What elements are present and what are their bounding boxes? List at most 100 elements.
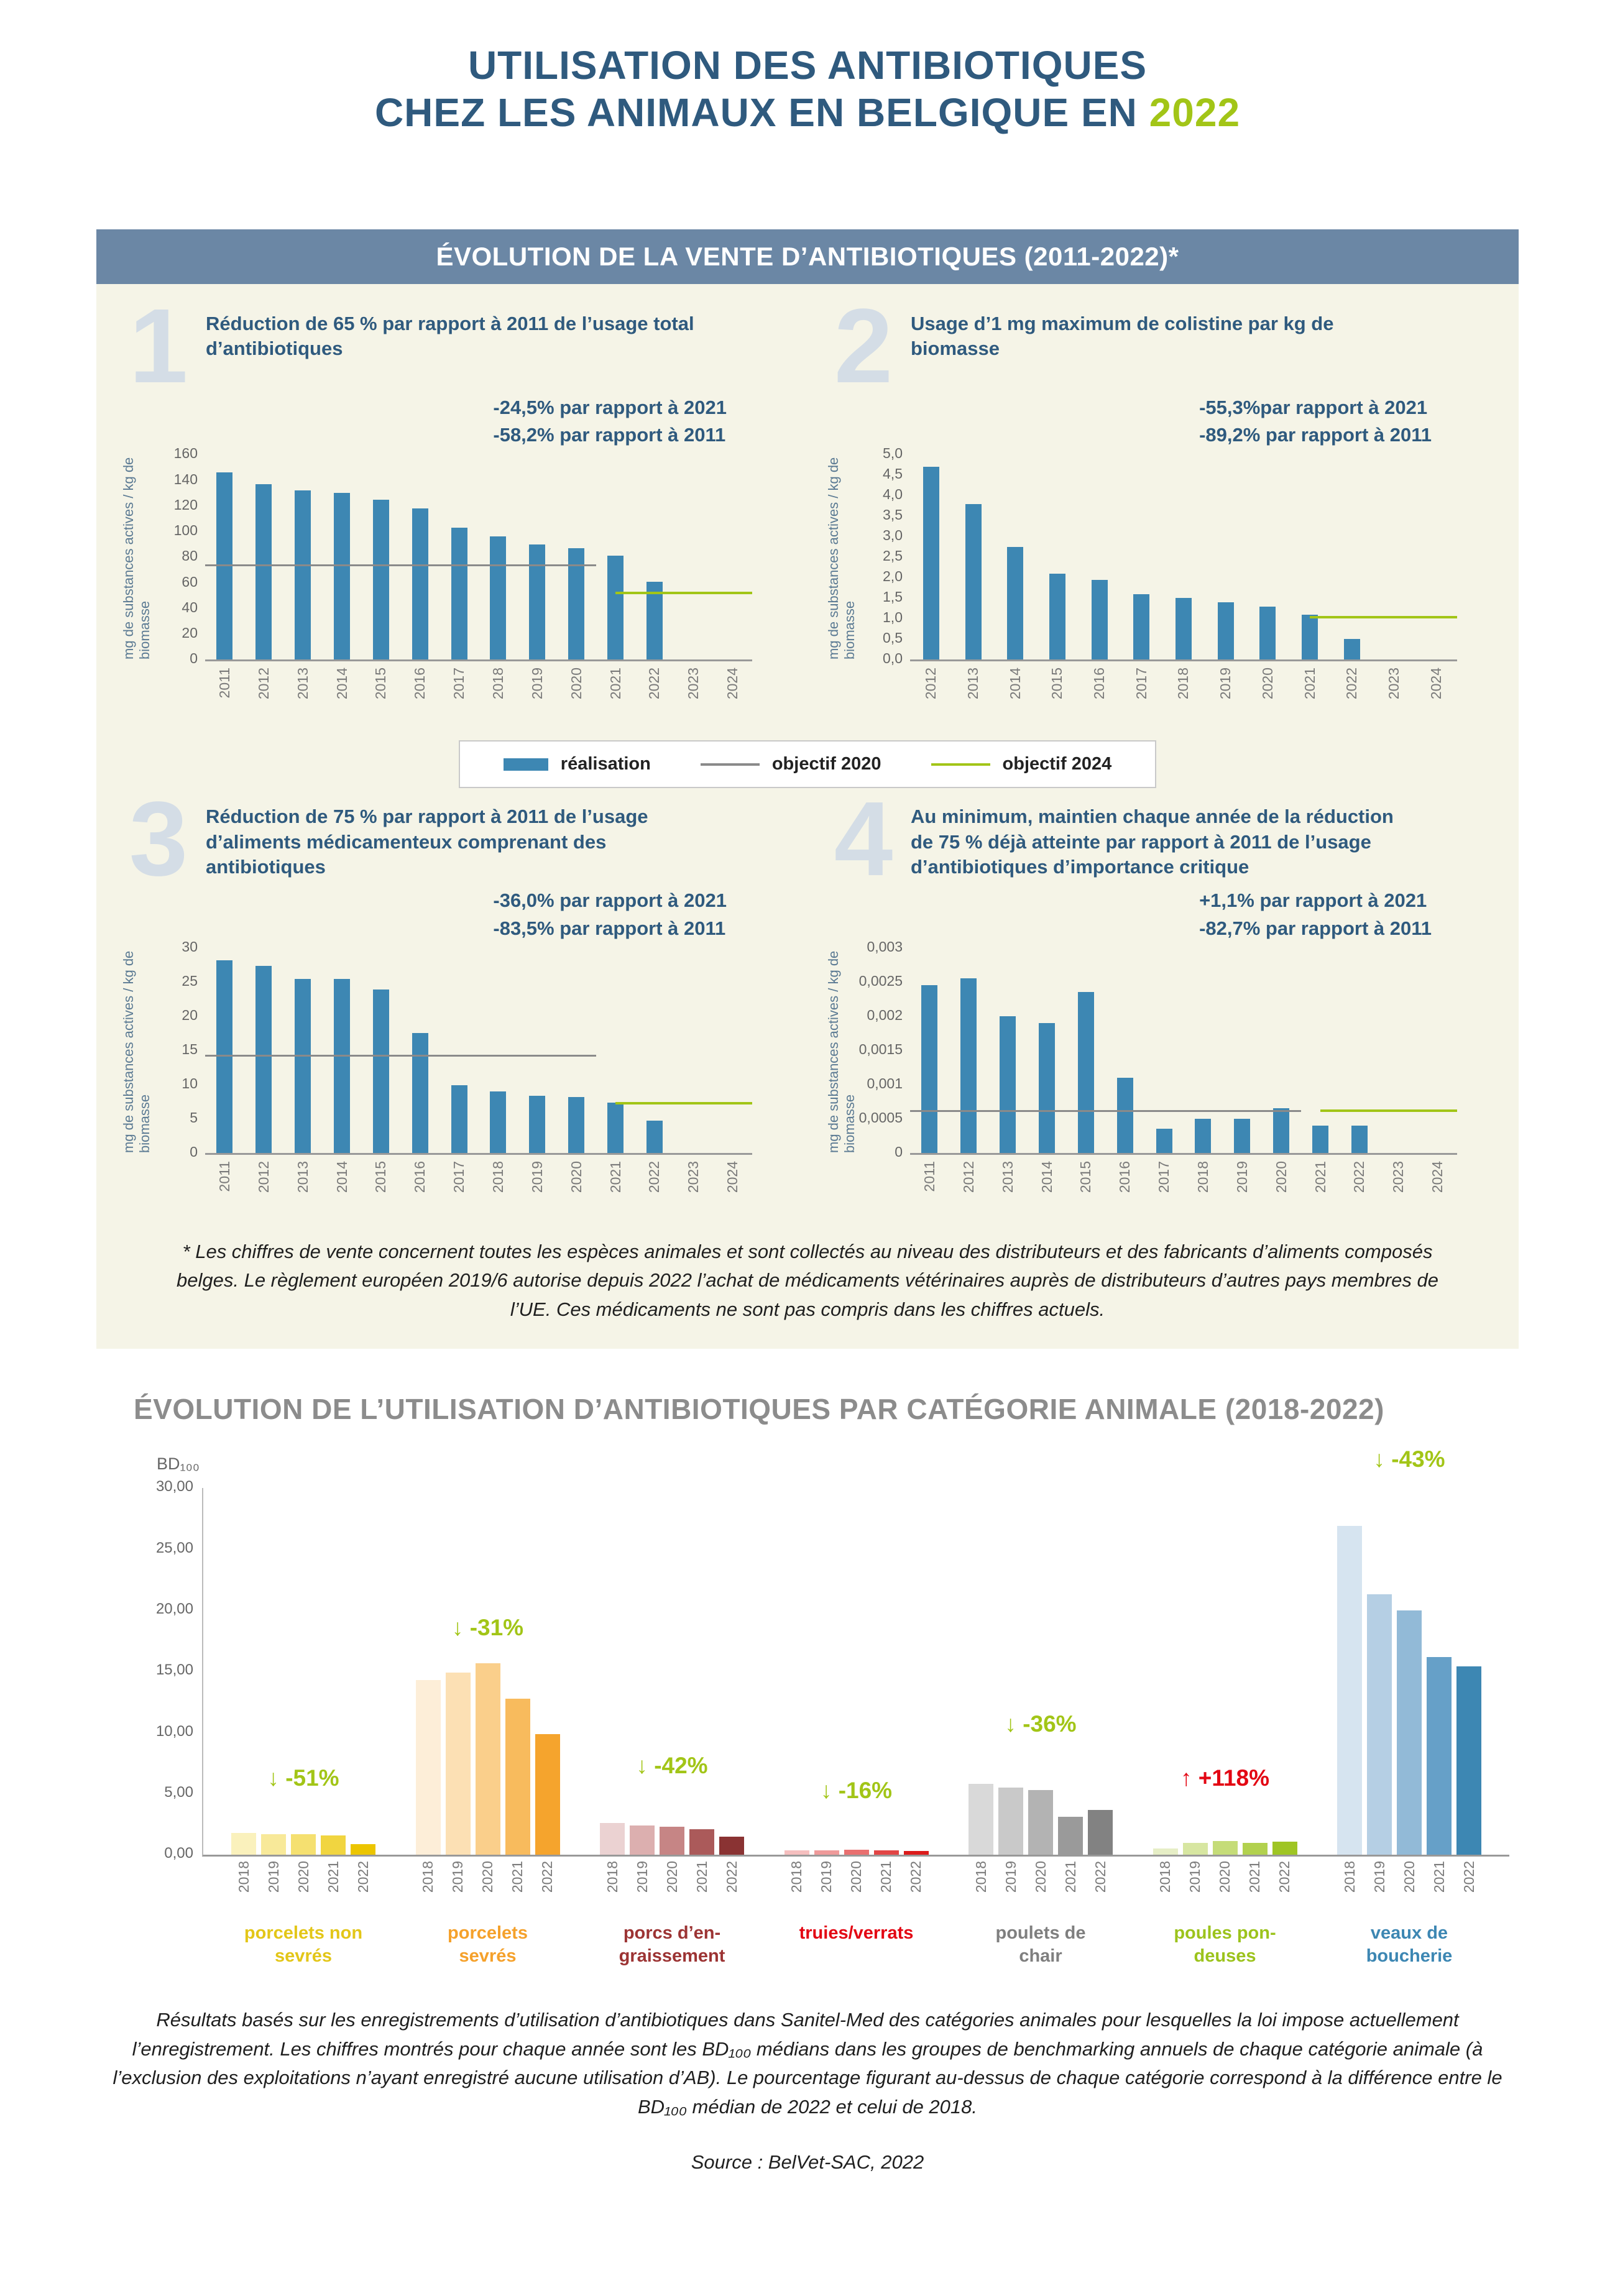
- glabel-line: truies/verrats: [799, 1923, 914, 1944]
- xl: 2013: [988, 1155, 1028, 1220]
- ytick2: 5,00: [164, 1783, 193, 1801]
- xl: 2019: [518, 1155, 557, 1220]
- yr: 2016: [412, 668, 428, 700]
- gyears: 2018 2019 2020 2021 2022: [784, 1861, 929, 1893]
- ytick: 15: [182, 1040, 198, 1057]
- chart-block-colistine: 2 Usage d’1 mg maximum de colistine par …: [808, 293, 1512, 727]
- gbar: [1337, 1526, 1362, 1855]
- slot: [1144, 948, 1184, 1153]
- yr: 2024: [724, 668, 741, 700]
- slot: [244, 454, 283, 660]
- slot: [596, 454, 635, 660]
- chart-number: 3: [129, 780, 188, 899]
- slot: [557, 454, 596, 660]
- y-axis-ticks: 0,0 0,5 1,0 1,5 2,0 2,5 3,0 3,5 4,0 4,5 5,0: [851, 445, 910, 666]
- slot: [1415, 454, 1457, 659]
- gbar: [689, 1829, 714, 1855]
- slot: [1289, 454, 1331, 660]
- yr: 2018: [972, 1861, 989, 1893]
- ytick2: 20,00: [155, 1600, 193, 1617]
- bar: [568, 548, 585, 660]
- bar: [1273, 1108, 1290, 1153]
- ytick: 140: [173, 471, 198, 487]
- sales-footnote: * Les chiffres de vente concernent toute…: [177, 1240, 1438, 1320]
- xl: 2012: [244, 661, 283, 727]
- y-axis-label: mg de substances actives / kg de biomass…: [826, 950, 857, 1153]
- glabel: porcs d’en-graissement: [585, 1922, 759, 1967]
- bar: [1343, 639, 1360, 660]
- yr: 2023: [1385, 668, 1402, 700]
- gbar: [719, 1836, 744, 1855]
- gannot: ↓ -51%: [267, 1765, 339, 1791]
- gy: 2021: [1427, 1861, 1452, 1893]
- yr: 2020: [1032, 1861, 1049, 1893]
- yr: 2020: [1259, 668, 1276, 700]
- slot: [1379, 948, 1418, 1153]
- gy: 2021: [1243, 1861, 1268, 1893]
- yr: 2024: [1427, 668, 1444, 700]
- yr: 2021: [1301, 668, 1318, 700]
- gy: 2020: [476, 1861, 500, 1893]
- gbars: [600, 1823, 744, 1855]
- glabel-line: porcelets: [448, 1923, 528, 1944]
- bar: [490, 1091, 507, 1153]
- gbar: [784, 1850, 809, 1855]
- yr: 2020: [568, 1160, 584, 1193]
- slot: [1105, 948, 1144, 1153]
- xl: 2024: [713, 1155, 752, 1220]
- xl: 2011: [205, 1155, 244, 1220]
- gy: 2020: [660, 1861, 684, 1893]
- ytick: 40: [182, 599, 198, 615]
- annot-line: +1,1% par rapport à 2021: [1199, 889, 1427, 911]
- gy: 2022: [719, 1861, 744, 1893]
- bar-chart-critical: mg de substances actives / kg de biomass…: [826, 939, 1512, 1220]
- ytick: 4,5: [883, 466, 903, 482]
- gbar: [1058, 1817, 1083, 1855]
- xl: 2017: [1120, 661, 1162, 727]
- yr: 2012: [923, 668, 939, 700]
- slot: [1184, 948, 1223, 1153]
- bar: [1302, 614, 1318, 660]
- gbar: [1242, 1842, 1268, 1855]
- glabel-line: chair: [1019, 1945, 1062, 1966]
- plot-column: 2011 2012 2013 2014 2015 2016 2017 2018 2019 2020…: [205, 948, 752, 1220]
- gy: 2020: [844, 1861, 869, 1893]
- slot: [1028, 948, 1067, 1153]
- bar: [1351, 1125, 1368, 1153]
- xl: 2022: [1331, 661, 1373, 727]
- x-axis-labels: 2012 2013 2014 2015 2016 2017 2018 2019 2020 2021…: [910, 661, 1457, 727]
- xl: 2022: [635, 661, 674, 727]
- gy: 2021: [689, 1861, 714, 1893]
- gyears: 2018 2019 2020 2021 2022: [231, 1861, 375, 1893]
- source-line: Source : BelVet-SAC, 2022: [691, 2151, 924, 2174]
- gy: 2021: [321, 1861, 346, 1893]
- yr: 2022: [1351, 1160, 1368, 1193]
- chart-goal-text: Au minimum, maintien chaque année de la …: [911, 806, 1394, 878]
- gy: 2022: [904, 1861, 929, 1893]
- xl: 2018: [479, 661, 518, 727]
- yr: 2019: [1187, 1861, 1203, 1893]
- gy: 2019: [998, 1861, 1023, 1893]
- yr: 2018: [420, 1861, 436, 1893]
- gy: 2019: [261, 1861, 286, 1893]
- objline-2024: [1310, 616, 1457, 619]
- xl: 2019: [518, 661, 557, 727]
- title-year: 2022: [1149, 90, 1241, 135]
- gyears: 2018 2019 2020 2021 2022: [1153, 1861, 1297, 1893]
- slot: [439, 454, 479, 660]
- bar: [1116, 1077, 1133, 1153]
- slot: [1036, 454, 1079, 660]
- gy: 2018: [1153, 1861, 1178, 1893]
- yr: 2020: [663, 1861, 680, 1893]
- gbar: [231, 1832, 256, 1855]
- yr: 2012: [255, 1160, 272, 1193]
- yr: 2013: [999, 1160, 1016, 1193]
- yr: 2020: [568, 668, 584, 700]
- slot: [479, 948, 518, 1153]
- yr: 2024: [1429, 1160, 1446, 1193]
- gbar: [351, 1844, 375, 1855]
- ytick: 20: [182, 625, 198, 641]
- bar: [334, 979, 350, 1153]
- yr: 2019: [528, 1160, 545, 1193]
- gbar: [630, 1825, 655, 1855]
